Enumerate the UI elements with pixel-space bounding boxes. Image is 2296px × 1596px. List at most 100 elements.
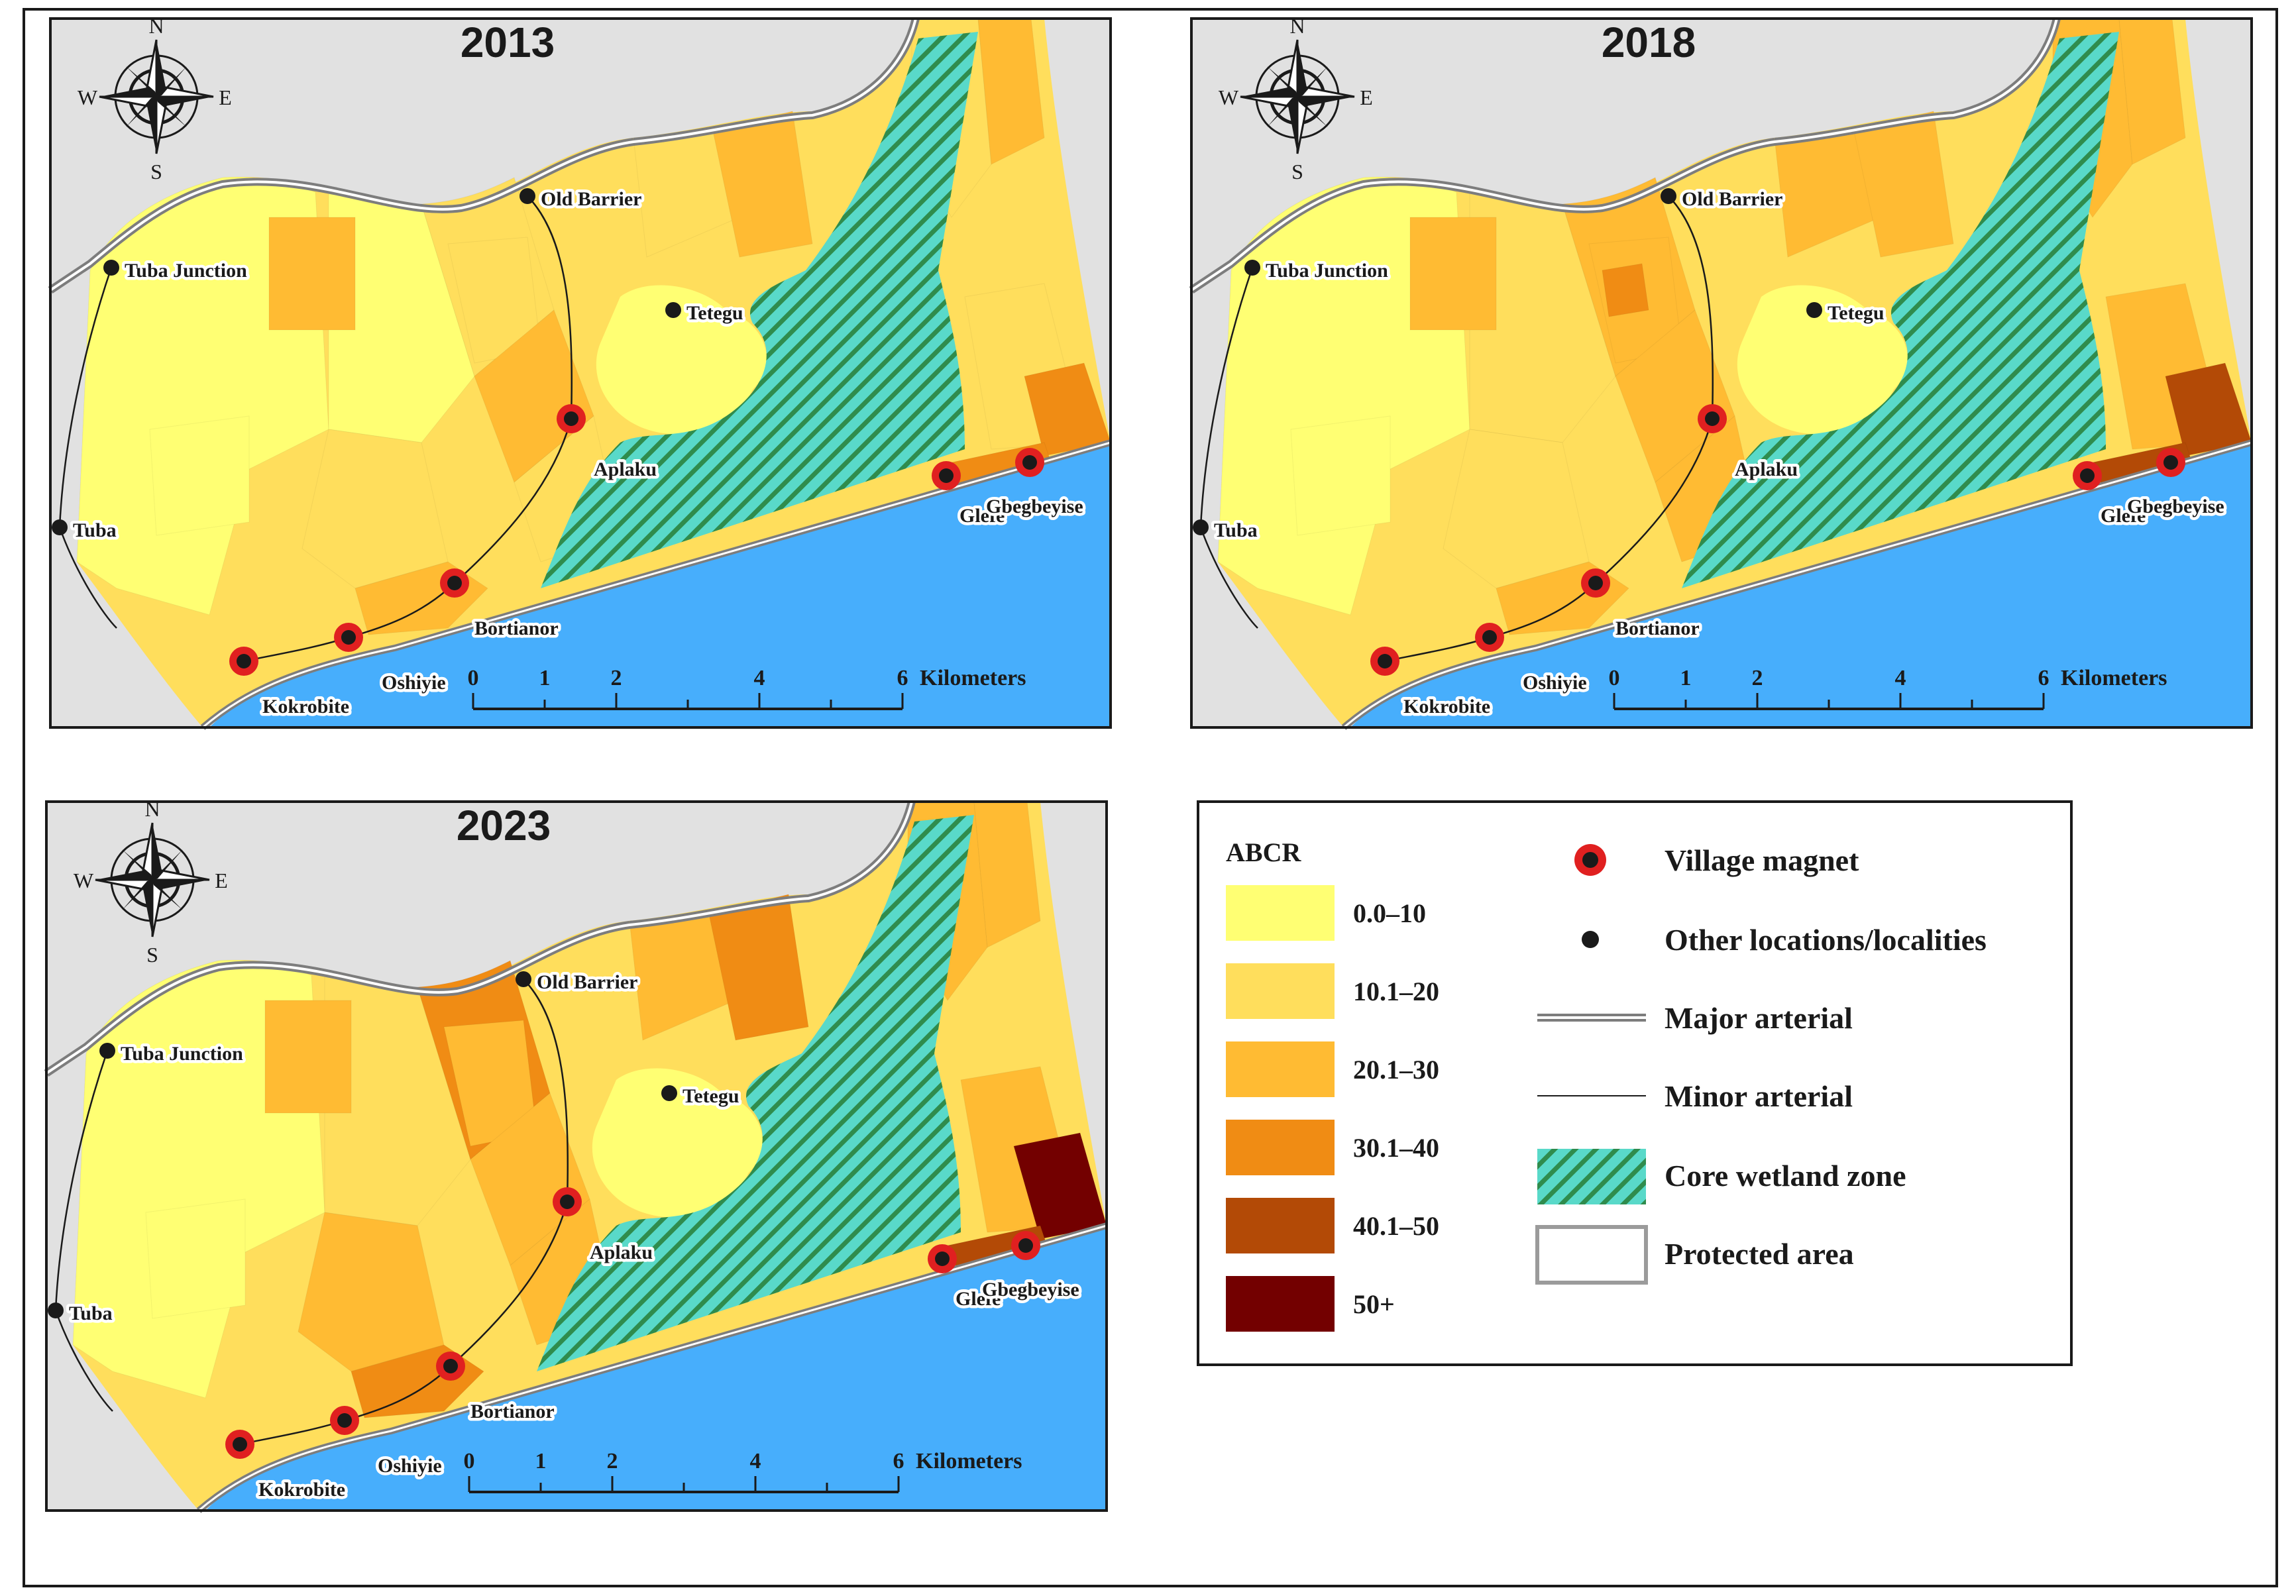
- village-magnet-core: [935, 1251, 950, 1266]
- scale-bar: 0 1 2 4 6 Kilometers: [1609, 666, 2167, 710]
- scale-unit-label: Kilometers: [916, 1449, 1022, 1473]
- place-label-oshiyie: Oshiyie: [1523, 672, 1587, 694]
- legend-swatch-1: [1226, 885, 1335, 941]
- map-frame: [1190, 17, 2253, 729]
- abcr-zone-11: [1290, 415, 1391, 536]
- locality-dot: [99, 1043, 115, 1059]
- village-magnet-core: [237, 654, 251, 668]
- abcr-zone-10: [145, 1198, 246, 1319]
- place-label-oshiyie: Oshiyie: [382, 672, 446, 694]
- major-arterial-center: [49, 18, 917, 292]
- scale-bar: 0 1 2 4 6 Kilometers: [464, 1449, 1022, 1493]
- map-year-title: 2013: [461, 19, 555, 66]
- map-year-title: 2018: [1602, 19, 1696, 66]
- scale-tick-label: 0: [1609, 666, 1620, 690]
- map-2023: Tuba Junction Old Barrier Tetegu Tuba Aplaku…: [44, 797, 1108, 1513]
- legend-core-wetland: Core wetland zone: [1537, 1149, 1906, 1204]
- scale-tick-label: 2: [607, 1449, 618, 1473]
- locality-dot: [1806, 302, 1822, 318]
- place-label-tetegu: Tetegu: [1828, 302, 1885, 324]
- wetland-swatch-icon: [1537, 1149, 1646, 1204]
- village-magnet-core: [939, 468, 954, 483]
- map-frame: [45, 800, 1108, 1512]
- legend-swatch-2: [1226, 963, 1335, 1019]
- minor-arterial: [239, 979, 569, 1446]
- legend-swatch-6: [1226, 1276, 1335, 1332]
- scale-tick-label: 1: [539, 666, 551, 690]
- minor-arterial-west: [1199, 267, 1258, 629]
- legend: ABCR 0.0–10 10.1–20 20.1–30 30.1–40 40.1–50 5…: [1197, 800, 2073, 1366]
- abcr-zone-4: [268, 217, 356, 331]
- compass-s: S: [1291, 160, 1303, 184]
- scale-tick-label: 2: [611, 666, 622, 690]
- map-2013: Tuba Junction Old Barrier Tetegu Tuba Aplaku…: [48, 14, 1112, 730]
- legend-protected-area: Protected area: [1535, 1225, 1854, 1285]
- legend-minor-arterial: Minor arterial: [1537, 1079, 1853, 1113]
- village-magnet-core: [443, 1359, 458, 1373]
- locality-dot: [103, 260, 119, 276]
- scale-tick-label: 4: [754, 666, 765, 690]
- other-locations-label: Other locations/localities: [1665, 923, 1987, 957]
- place-label-tuba: Tuba: [1214, 519, 1258, 541]
- place-label-bortianor: Bortianor: [474, 617, 559, 639]
- legend-swatch-5: [1226, 1198, 1335, 1253]
- legend-class-label-4: 30.1–40: [1353, 1133, 1439, 1163]
- scale-tick-label: 6: [897, 666, 908, 690]
- minor-arterial: [1384, 195, 1714, 663]
- compass-w: W: [78, 85, 98, 109]
- legend-class-label-3: 20.1–30: [1353, 1055, 1439, 1085]
- place-label-glefe: Glefe: [2101, 505, 2146, 527]
- scale-unit-label: Kilometers: [920, 666, 1026, 690]
- place-label-kokrobite: Kokrobite: [1403, 696, 1490, 718]
- village-magnet-core: [560, 1195, 574, 1209]
- place-label-glefe: Glefe: [959, 505, 1005, 527]
- place-label-tuba_junction: Tuba Junction: [125, 260, 247, 282]
- major-arterial-center: [1190, 18, 2058, 292]
- scale-tick-label: 4: [1895, 666, 1906, 690]
- village-magnet-core: [2080, 468, 2095, 483]
- place-label-old_barrier: Old Barrier: [541, 188, 641, 210]
- abcr-zone-1: [76, 176, 329, 615]
- compass-s: S: [150, 160, 162, 184]
- scale-tick-label: 0: [464, 1449, 475, 1473]
- core-wetland-zone: [541, 32, 978, 588]
- core-wetland-label: Core wetland zone: [1665, 1159, 1906, 1193]
- legend-swatch-3: [1226, 1041, 1335, 1097]
- village-magnet-core: [337, 1413, 352, 1428]
- sea: [50, 443, 1111, 727]
- tetegu-zone: [1737, 285, 1908, 435]
- place-label-gbegbeyise: Gbegbeyise: [982, 1279, 1079, 1301]
- locality-dot: [516, 971, 531, 987]
- locality-dot-icon: [1582, 931, 1599, 948]
- locality-dot: [519, 188, 535, 204]
- major-arterial-center: [45, 801, 913, 1075]
- map-2018: Tuba Junction Old Barrier Tetegu Tuba Aplaku…: [1189, 14, 2253, 730]
- place-label-kokrobite: Kokrobite: [258, 1479, 345, 1501]
- legend-class-label-6: 50+: [1353, 1289, 1395, 1319]
- scale-tick-label: 1: [1680, 666, 1692, 690]
- map-frame: [49, 17, 1112, 729]
- scale-tick-label: 2: [1752, 666, 1763, 690]
- legend-major-arterial: Major arterial: [1537, 1001, 1853, 1035]
- minor-arterial: [243, 195, 573, 663]
- minor-arterial-west: [58, 267, 117, 629]
- place-label-tetegu: Tetegu: [686, 302, 743, 324]
- place-label-old_barrier: Old Barrier: [537, 971, 637, 993]
- place-label-aplaku: Aplaku: [1735, 458, 1798, 480]
- compass-s: S: [146, 943, 158, 967]
- place-label-tuba_junction: Tuba Junction: [121, 1043, 243, 1065]
- scale-tick-label: 0: [468, 666, 479, 690]
- village-magnet-core: [1588, 576, 1603, 590]
- place-label-tuba: Tuba: [73, 519, 117, 541]
- locality-dot: [665, 302, 681, 318]
- legend-class-label-5: 40.1–50: [1353, 1211, 1439, 1241]
- village-magnet-core: [1482, 630, 1497, 645]
- legend-swatch-4: [1226, 1120, 1335, 1175]
- coastal-arterial-center: [1343, 441, 2252, 729]
- compass-w: W: [74, 869, 94, 892]
- place-label-gbegbeyise: Gbegbeyise: [986, 496, 1083, 517]
- place-label-tuba_junction: Tuba Junction: [1266, 260, 1388, 282]
- map-year-title: 2023: [457, 802, 551, 849]
- legend-abcr-title: ABCR: [1226, 837, 1301, 867]
